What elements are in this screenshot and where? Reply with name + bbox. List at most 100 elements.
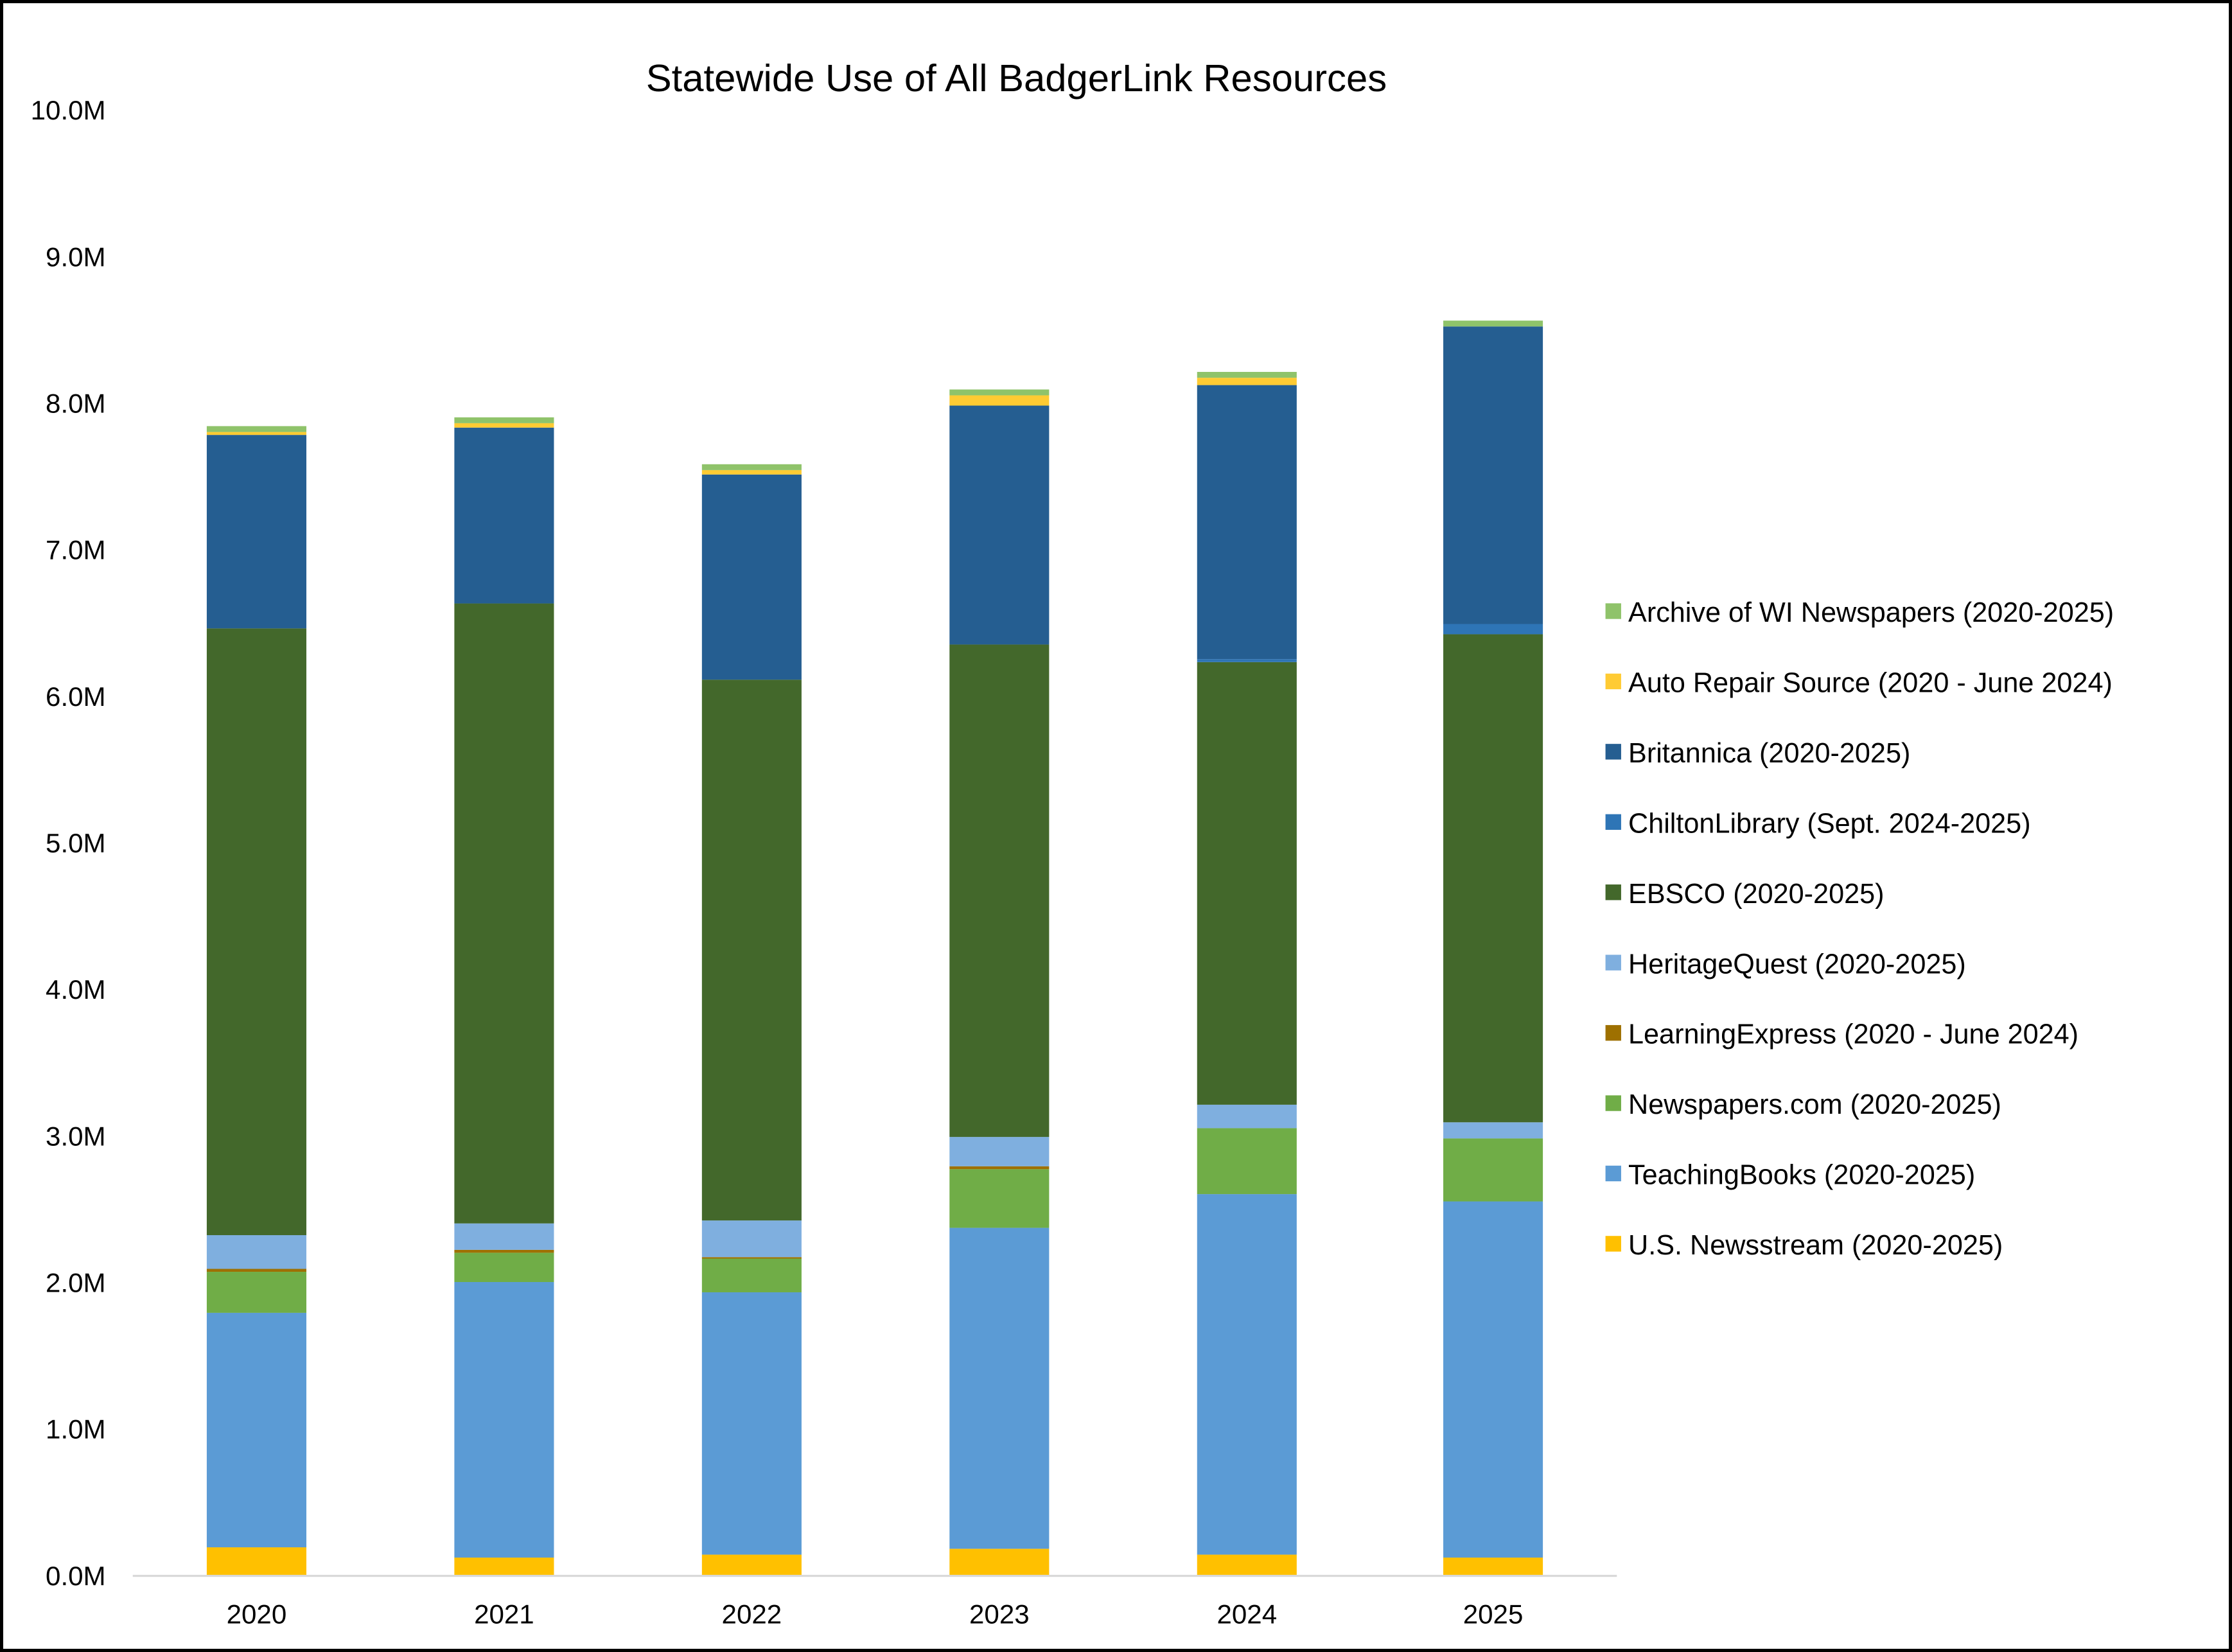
x-tick-label: 2025 (1463, 1599, 1524, 1630)
x-tick-label: 2020 (227, 1599, 287, 1630)
legend-item: TeachingBooks (2020-2025) (1605, 1160, 1975, 1191)
bar-segment (206, 1269, 306, 1272)
legend-swatch (1605, 1236, 1621, 1252)
bar-segment (454, 1223, 554, 1250)
bar-segment (1197, 659, 1297, 662)
legend-item: Auto Repair Source (2020 - June 2024) (1605, 668, 2113, 699)
legend-swatch (1605, 1165, 1621, 1182)
legend-item: LearningExpress (2020 - June 2024) (1605, 1019, 2078, 1050)
legend-item: HeritageQuest (2020-2025) (1605, 949, 1966, 980)
bar-segment (1443, 1138, 1543, 1202)
y-tick-label: 7.0M (46, 535, 106, 565)
bar-segment (454, 427, 554, 604)
legend-swatch (1605, 814, 1621, 830)
bar-segment (454, 417, 554, 423)
bar-segment (949, 644, 1050, 1138)
legend-swatch (1605, 954, 1621, 971)
bar-segment (454, 1252, 554, 1283)
bar-segment (1443, 1122, 1543, 1139)
bar-segment (949, 1137, 1050, 1166)
y-tick-label: 0.0M (46, 1561, 106, 1591)
legend-label: Newspapers.com (2020-2025) (1628, 1089, 2001, 1120)
legend-label: TeachingBooks (2020-2025) (1628, 1160, 1975, 1191)
y-axis-ticks: 0.0M 1.0M 2.0M 3.0M 4.0M 5.0M 6.0M 7.0M 8.0M 9.0M… (31, 95, 106, 1591)
bars (206, 321, 1543, 1576)
bar-segment (1443, 624, 1543, 635)
legend-label: Archive of WI Newspapers (2020-2025) (1628, 597, 2114, 628)
bar-segment (454, 423, 554, 428)
bar-segment (1443, 321, 1543, 327)
bar-segment (206, 432, 306, 435)
bar-segment (701, 464, 802, 470)
bar-segment (206, 1272, 306, 1313)
x-tick-label: 2021 (474, 1599, 534, 1630)
bar-segment (1443, 326, 1543, 624)
y-tick-label: 4.0M (46, 974, 106, 1005)
bar-segment (454, 1282, 554, 1558)
y-tick-label: 5.0M (46, 828, 106, 858)
y-tick-label: 9.0M (46, 242, 106, 272)
legend-label: U.S. Newsstream (2020-2025) (1628, 1230, 2003, 1261)
legend-swatch (1605, 1095, 1621, 1111)
legend-label: HeritageQuest (2020-2025) (1628, 949, 1966, 980)
y-tick-label: 10.0M (31, 95, 106, 125)
legend-item: Archive of WI Newspapers (2020-2025) (1605, 597, 2114, 628)
bar-segment (949, 1169, 1050, 1228)
x-tick-label: 2023 (969, 1599, 1030, 1630)
bar-segment (1197, 378, 1297, 385)
bar-stack-2024 (1197, 372, 1297, 1576)
legend-item: EBSCO (2020-2025) (1605, 879, 1885, 909)
legend: Archive of WI Newspapers (2020-2025) Auto… (1605, 597, 2114, 1261)
bar-segment (701, 470, 802, 475)
y-tick-label: 6.0M (46, 681, 106, 712)
legend-swatch (1605, 673, 1621, 690)
legend-item: Newspapers.com (2020-2025) (1605, 1089, 2001, 1120)
bar-segment (701, 1554, 802, 1576)
legend-label: Auto Repair Source (2020 - June 2024) (1628, 668, 2113, 699)
legend-item: ChiltonLibrary (Sept. 2024-2025) (1605, 808, 2031, 839)
bar-segment (949, 1549, 1050, 1576)
y-tick-label: 8.0M (46, 388, 106, 418)
legend-label: ChiltonLibrary (Sept. 2024-2025) (1628, 808, 2031, 839)
legend-label: LearningExpress (2020 - June 2024) (1628, 1019, 2078, 1050)
x-tick-label: 2022 (722, 1599, 782, 1630)
bar-segment (454, 1249, 554, 1253)
bar-segment (701, 1292, 802, 1555)
bar-segment (701, 1220, 802, 1258)
bar-segment (1197, 1554, 1297, 1576)
bar-segment (701, 474, 802, 680)
bar-segment (206, 426, 306, 432)
bar-segment (701, 680, 802, 1221)
bar-segment (454, 603, 554, 1224)
bar-segment (949, 405, 1050, 645)
bar-segment (206, 628, 306, 1235)
bar-segment (949, 1166, 1050, 1170)
legend-label: EBSCO (2020-2025) (1628, 879, 1885, 909)
y-tick-label: 1.0M (46, 1414, 106, 1445)
bar-segment (1443, 1201, 1543, 1558)
bar-segment (1197, 1194, 1297, 1555)
bar-stack-2022 (701, 464, 802, 1576)
bar-stack-2020 (206, 426, 306, 1576)
x-axis-ticks: 2020 2021 2022 2023 2024 2025 (227, 1599, 1524, 1630)
bar-segment (206, 1547, 306, 1576)
bar-segment (454, 1557, 554, 1576)
bar-segment (701, 1257, 802, 1259)
bar-segment (949, 1227, 1050, 1549)
legend-swatch (1605, 744, 1621, 760)
legend-swatch (1605, 603, 1621, 619)
bar-segment (701, 1258, 802, 1292)
legend-item: Britannica (2020-2025) (1605, 738, 1910, 769)
bar-segment (949, 395, 1050, 406)
bar-segment (1197, 385, 1297, 660)
bar-segment (1197, 662, 1297, 1105)
bar-segment (1197, 372, 1297, 378)
legend-item: U.S. Newsstream (2020-2025) (1605, 1230, 2003, 1261)
bar-segment (206, 1312, 306, 1548)
bar-segment (1197, 1128, 1297, 1195)
legend-label: Britannica (2020-2025) (1628, 738, 1910, 769)
bar-segment (1443, 1557, 1543, 1576)
bar-segment (949, 389, 1050, 396)
